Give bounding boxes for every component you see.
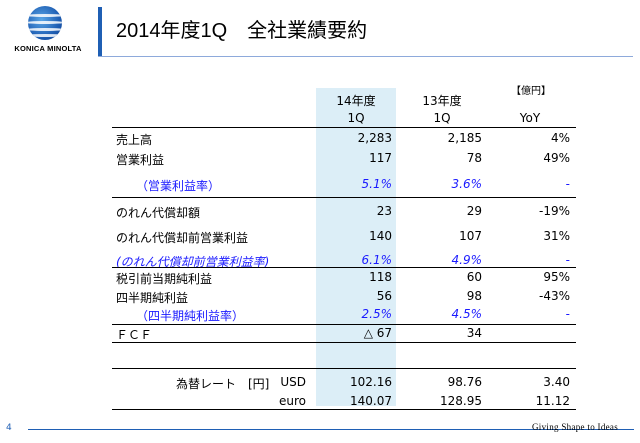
company-logo: KONICA MINOLTA [8,6,90,58]
row-value-c3: 49% [543,151,570,165]
row-value-c1: 2.5% [361,307,393,321]
col1-header-line1: 14年度 [336,94,376,108]
tagline: Giving Shape to Ideas [532,422,619,432]
row-value-c3: -43% [538,289,570,303]
footer-rule [28,429,634,430]
row-value-c3: - [565,177,570,191]
row-label: 税引前当期純利益 [116,272,213,286]
row-value-c3: 31% [543,229,570,243]
row-label: (のれん代償却前営業利益率) [116,255,270,269]
section-rule [112,324,576,325]
row-value-c1: 118 [369,270,392,284]
row-value-c1: 117 [369,151,392,165]
row-value-c2: 78 [466,151,482,165]
section-rule [112,197,576,198]
row-value-c1: 2,283 [357,131,392,145]
row-value-c2: 2,185 [447,131,482,145]
col1-header-line2: 1Q [347,111,365,125]
row-label: のれん代償却前営業利益 [116,231,249,245]
row-label: 売上高 [116,133,153,147]
row-value-c3: - [565,253,570,267]
row-value-c3: 95% [543,270,570,284]
row-value-c1: 56 [376,289,392,303]
col3-header-line2: YoY [519,111,541,125]
row-value-c1: △ 67 [363,326,392,340]
row-value-c1: 23 [376,204,392,218]
row-label: のれん代償却額 [116,206,201,220]
title-accent-bar [98,7,102,57]
header-rule [112,127,576,128]
row-value-c2: 107 [459,229,482,243]
row-value-c2: 3.6% [451,177,483,191]
row-value-c3: 4% [550,131,570,145]
section-rule [112,267,576,268]
row-label: 営業利益 [116,153,165,167]
row-value-c3: -19% [538,204,570,218]
brand-name: KONICA MINOLTA [14,44,82,53]
col2-header-line2: 1Q [433,111,451,125]
fx-value-c3: 11.12 [535,394,570,408]
fx-value-c2: 98.76 [447,375,482,389]
fx-bottom-rule [112,409,576,410]
row-value-c1: 6.1% [361,253,393,267]
row-value-c2: 60 [466,270,482,284]
row-label: （四半期純利益率） [136,309,245,323]
row-value-c2: 98 [466,289,482,303]
row-label: ＦＣＦ [116,328,153,342]
current-period-highlight [316,88,396,406]
fx-value-c1: 102.16 [350,375,392,389]
page-number: 4 [6,423,12,433]
fx-top-rule [112,368,576,369]
page-title: 2014年度1Q 全社業績要約 [116,20,368,42]
title-divider [98,56,633,57]
fx-label: 為替レート [円] [176,377,270,391]
fx-value-c3: 3.40 [543,375,570,389]
fx-value-c2: 128.95 [440,394,482,408]
row-value-c2: 4.9% [451,253,483,267]
row-value-c1: 5.1% [361,177,393,191]
row-value-c2: 4.5% [451,307,483,321]
row-label: （営業利益率） [136,179,221,193]
row-value-c2: 34 [466,326,482,340]
globe-icon [28,6,62,40]
row-value-c3: - [565,307,570,321]
col2-header-line1: 13年度 [422,94,462,108]
fx-value-c1: 140.07 [350,394,392,408]
unit-label: 【億円】 [511,86,551,97]
section-rule [112,342,576,343]
fx-currency: euro [279,394,306,408]
row-value-c1: 140 [369,229,392,243]
row-label: 四半期純利益 [116,291,189,305]
fx-currency: USD [280,375,306,389]
row-value-c2: 29 [466,204,482,218]
